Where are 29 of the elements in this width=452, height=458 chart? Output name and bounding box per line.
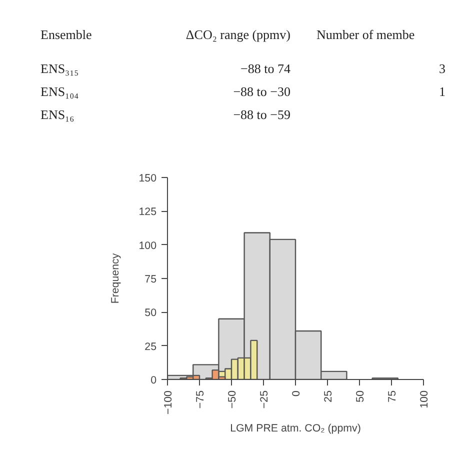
y-tick-label: 75	[144, 274, 157, 286]
y-tick-label: 0	[150, 374, 157, 386]
text: 1	[439, 84, 446, 99]
x-tick-label: 75	[386, 390, 398, 402]
x-tick-label: −100	[162, 390, 174, 415]
y-axis-title: Frequency	[110, 252, 122, 304]
text: −88 to 74	[240, 61, 291, 76]
text: −88 to −30	[233, 84, 291, 99]
x-tick-label: −25	[258, 390, 270, 409]
x-tick-label: 25	[322, 390, 334, 402]
y-tick-label: 125	[138, 206, 157, 218]
y-tick-label: 50	[144, 307, 157, 320]
text: Ensemble	[40, 27, 92, 42]
y-tick-label: 150	[138, 172, 157, 184]
text: ENS₁₀₄	[40, 84, 80, 99]
text: ENS₁₆	[40, 107, 74, 122]
x-tick-label: 0	[290, 390, 302, 396]
text: ΔCO₂ range (ppmv)	[186, 27, 291, 42]
text: 3	[439, 61, 446, 76]
y-tick-label: 25	[144, 340, 157, 353]
x-tick-label: −50	[226, 390, 238, 409]
y-tick-label: 100	[138, 240, 157, 252]
x-axis-title: LGM PRE atm. CO₂ (ppmv)	[230, 422, 361, 435]
text: −88 to −59	[233, 107, 291, 122]
text: ENS₃₁₅	[40, 61, 79, 76]
text: Number of membe	[316, 27, 415, 42]
x-tick-label: −75	[194, 390, 206, 409]
x-tick-label: 50	[354, 390, 366, 402]
x-tick-label: 100	[418, 390, 430, 408]
